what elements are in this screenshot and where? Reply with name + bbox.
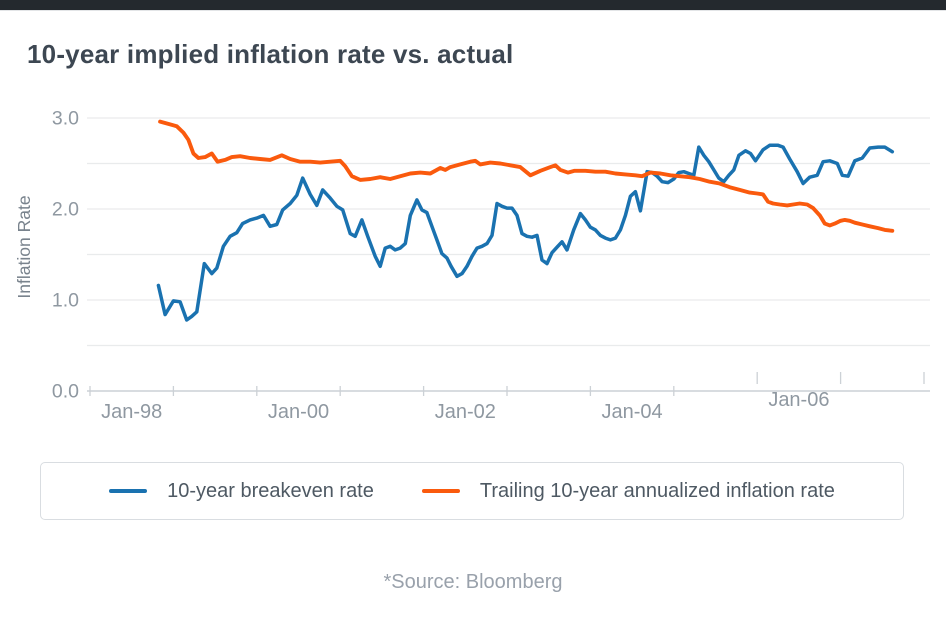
- source-note: *Source: Bloomberg: [383, 571, 563, 593]
- legend-swatch-trailing-inflation-line: [421, 489, 460, 493]
- chart-plot-area: 0.0 1.0 2.0 3.0 Inflation Rate Jan-98 Jan-00 Ja…: [14, 108, 930, 423]
- y-tick-label: 0.0: [52, 381, 79, 403]
- legend-item-breakeven: 10-year breakeven rate: [109, 480, 374, 503]
- top-window-bar: [0, 0, 946, 11]
- x-tick-label: Jan-04: [602, 401, 663, 423]
- series-line-trailing-inflation: [158, 119, 895, 233]
- x-tick-label: Jan-06: [768, 389, 829, 411]
- y-tick-label: 3.0: [52, 108, 79, 130]
- series-line-breakeven: [156, 143, 895, 322]
- y-tick-label: 2.0: [52, 199, 79, 221]
- legend-item-trailing-inflation: Trailing 10-year annualized inflation ra…: [421, 479, 835, 503]
- x-tick-label: Jan-00: [268, 401, 329, 423]
- legend-swatch-breakeven-line: [109, 489, 148, 493]
- legend-label-breakeven: 10-year breakeven rate: [167, 479, 374, 502]
- legend: 10-year breakeven rate Trailing 10-year …: [40, 462, 904, 520]
- x-tick-label: Jan-98: [101, 401, 162, 423]
- x-tick-label: Jan-02: [435, 401, 496, 423]
- y-tick-label: 1.0: [52, 290, 79, 312]
- chart-title: 10-year implied inflation rate vs. actua…: [27, 39, 514, 69]
- y-axis-title: Inflation Rate: [14, 195, 34, 298]
- legend-label-trailing-inflation: Trailing 10-year annualized inflation ra…: [479, 479, 835, 502]
